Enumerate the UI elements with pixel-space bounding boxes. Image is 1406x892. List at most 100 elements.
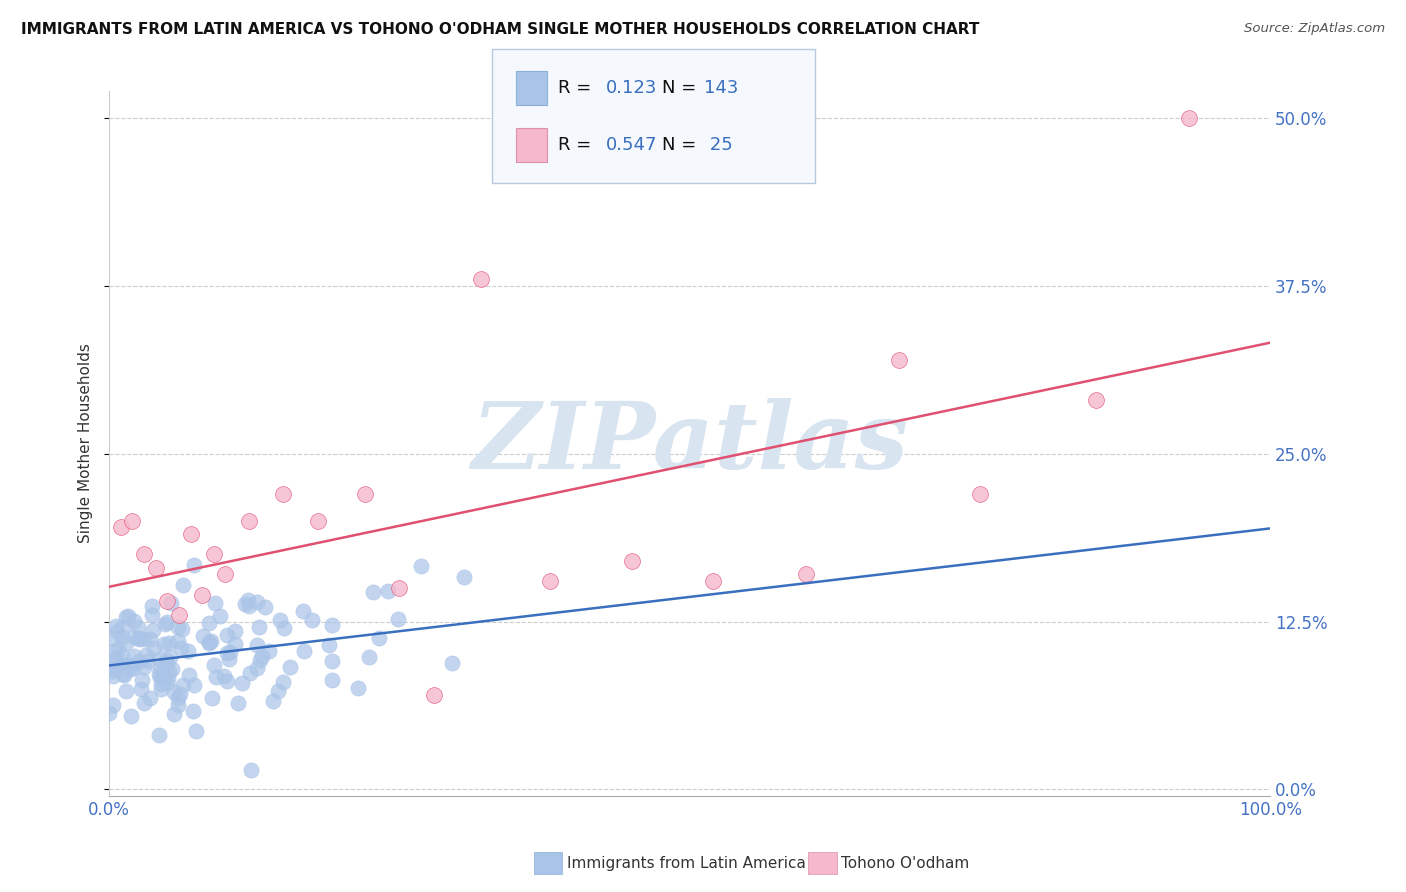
Point bbox=[186, 723, 208, 738]
Point bbox=[157, 665, 180, 680]
Point bbox=[148, 652, 170, 666]
Point bbox=[969, 487, 991, 501]
Point bbox=[156, 671, 179, 685]
Point bbox=[409, 559, 432, 574]
Point bbox=[101, 632, 124, 646]
Point bbox=[139, 632, 162, 646]
Point bbox=[359, 649, 381, 664]
Point bbox=[453, 570, 475, 584]
Text: 0.547: 0.547 bbox=[606, 136, 658, 154]
Point bbox=[538, 574, 561, 589]
Point bbox=[387, 612, 409, 626]
Point bbox=[262, 694, 284, 708]
Point bbox=[115, 635, 138, 649]
Point bbox=[132, 697, 155, 711]
Point bbox=[138, 690, 160, 705]
Point bbox=[218, 652, 240, 666]
Point bbox=[155, 617, 177, 632]
Point bbox=[887, 352, 910, 367]
Point bbox=[105, 624, 128, 638]
Point bbox=[208, 609, 231, 624]
Point bbox=[318, 638, 340, 652]
Text: IMMIGRANTS FROM LATIN AMERICA VS TOHONO O'ODHAM SINGLE MOTHER HOUSEHOLDS CORRELA: IMMIGRANTS FROM LATIN AMERICA VS TOHONO … bbox=[21, 22, 980, 37]
Point bbox=[247, 620, 270, 634]
Point bbox=[148, 666, 170, 681]
Point bbox=[134, 632, 156, 647]
Point bbox=[115, 657, 138, 672]
Point bbox=[167, 633, 190, 648]
Point bbox=[121, 658, 143, 673]
Point bbox=[172, 577, 194, 591]
Point bbox=[167, 620, 190, 634]
Point bbox=[233, 597, 256, 611]
Point bbox=[291, 604, 314, 618]
Point bbox=[107, 642, 129, 657]
Point bbox=[98, 662, 121, 676]
Y-axis label: Single Mother Households: Single Mother Households bbox=[79, 343, 93, 543]
Point bbox=[122, 630, 145, 644]
Point bbox=[160, 596, 183, 610]
Point bbox=[170, 641, 193, 656]
Point bbox=[138, 654, 160, 668]
Point bbox=[122, 614, 145, 628]
Point bbox=[128, 632, 150, 646]
Point bbox=[202, 658, 225, 673]
Point bbox=[122, 648, 145, 663]
Text: R =: R = bbox=[558, 136, 598, 154]
Point bbox=[111, 649, 134, 664]
Point bbox=[249, 652, 271, 666]
Point bbox=[172, 678, 194, 692]
Point bbox=[179, 527, 201, 541]
Point bbox=[239, 763, 262, 777]
Point bbox=[152, 669, 174, 683]
Point bbox=[219, 645, 242, 659]
Point bbox=[278, 660, 301, 674]
Point bbox=[153, 637, 176, 651]
Point bbox=[159, 649, 181, 664]
Point bbox=[321, 654, 343, 668]
Point bbox=[120, 709, 142, 723]
Point bbox=[191, 588, 214, 602]
Point bbox=[238, 514, 260, 528]
Point bbox=[128, 654, 150, 668]
Point bbox=[214, 567, 236, 582]
Point bbox=[111, 630, 134, 644]
Point bbox=[441, 657, 464, 671]
Point bbox=[177, 668, 200, 682]
Point bbox=[141, 607, 163, 622]
Point bbox=[181, 704, 204, 718]
Text: R =: R = bbox=[558, 79, 598, 97]
Point bbox=[117, 609, 139, 624]
Point bbox=[269, 613, 291, 627]
Text: ZIPatlas: ZIPatlas bbox=[471, 399, 908, 489]
Point bbox=[118, 662, 141, 676]
Point bbox=[132, 660, 155, 674]
Point bbox=[231, 675, 253, 690]
Point bbox=[98, 706, 121, 721]
Point bbox=[794, 567, 817, 582]
Point bbox=[104, 619, 127, 633]
Point bbox=[238, 599, 260, 613]
Point bbox=[224, 637, 246, 651]
Point bbox=[292, 644, 315, 658]
Point bbox=[198, 636, 221, 650]
Point bbox=[183, 678, 205, 692]
Point bbox=[217, 646, 239, 660]
Point bbox=[167, 698, 190, 712]
Point bbox=[307, 514, 329, 528]
Text: 0.123: 0.123 bbox=[606, 79, 658, 97]
Point bbox=[129, 682, 152, 697]
Point bbox=[105, 659, 128, 673]
Point bbox=[423, 689, 446, 703]
Point bbox=[301, 613, 323, 627]
Point bbox=[115, 684, 138, 698]
Point bbox=[271, 675, 294, 690]
Point bbox=[246, 638, 269, 652]
Point bbox=[141, 624, 163, 638]
Point bbox=[202, 547, 225, 561]
Point bbox=[115, 609, 138, 624]
Point bbox=[1085, 392, 1108, 407]
Point bbox=[167, 691, 190, 706]
Text: Source: ZipAtlas.com: Source: ZipAtlas.com bbox=[1244, 22, 1385, 36]
Point bbox=[111, 658, 134, 673]
